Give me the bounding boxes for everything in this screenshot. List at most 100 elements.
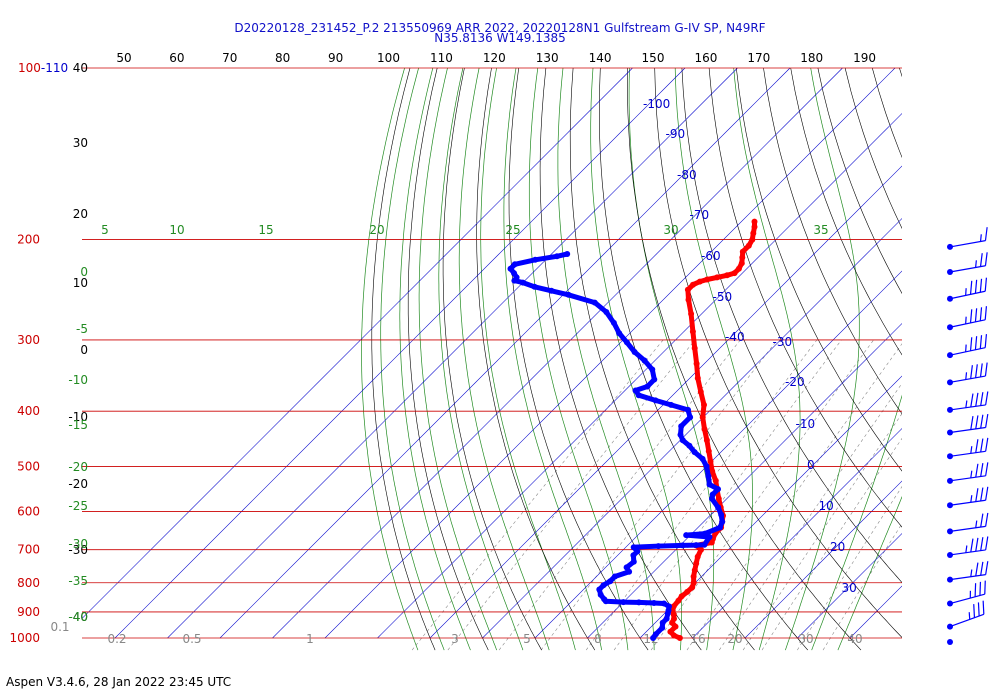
dry-adiabat [627, 67, 862, 651]
top-scale-label: 50 [116, 51, 131, 65]
temperature-point [724, 272, 731, 279]
temperature-point [675, 597, 682, 604]
left-black-label: 0 [80, 343, 88, 357]
dry-adiabat [654, 67, 902, 638]
temperature-point [714, 274, 721, 281]
dewpoint-point [651, 600, 657, 606]
top-scale-label: 60 [169, 51, 184, 65]
footer-version: Aspen V3.4.6, 28 Jan 2022 23:45 UTC [6, 675, 232, 689]
dewpoint-point [630, 558, 637, 565]
moist-adiabat [503, 67, 603, 651]
temperature-point [688, 310, 695, 317]
dewpoint-point [631, 349, 638, 355]
moist-adiabat [438, 67, 524, 651]
temperature-point [684, 286, 691, 293]
temperature-point [715, 495, 722, 502]
isotherm-label: -70 [690, 208, 710, 222]
temperature-point [699, 414, 706, 421]
dewpoint-point [632, 387, 639, 394]
wind-barb [947, 306, 988, 331]
top-scale-label: 120 [483, 51, 506, 65]
mixing-ratio-label: 8 [594, 632, 602, 646]
left-black-label: 40 [73, 61, 88, 75]
dry-adiabat [817, 67, 902, 294]
wind-barb [947, 252, 988, 276]
dewpoint-point [565, 291, 572, 298]
dewpoint-point [661, 600, 667, 607]
moist-adiabat-label: 10 [169, 223, 184, 237]
moist-adiabat [480, 67, 576, 651]
axis-labels: 100-1102003004005006007008009001000-100-… [9, 51, 876, 646]
wind-barb [947, 437, 989, 460]
left-green-label: -25 [68, 499, 88, 513]
dewpoint-point [715, 504, 722, 511]
temperature-point [678, 593, 685, 600]
dry-adiabat [736, 67, 902, 472]
dewpoint-point [634, 548, 641, 555]
dry-adiabat [872, 67, 902, 159]
dry-adiabat [681, 67, 902, 584]
mixing-ratio-label: 20 [727, 632, 742, 646]
pressure-label: 400 [17, 404, 40, 418]
temperature-point [697, 388, 704, 395]
wind-barb [947, 227, 988, 250]
isotherm-line [272, 67, 843, 639]
moist-adiabat [590, 67, 682, 651]
dewpoint-point [630, 544, 637, 551]
moist-adiabat-label: 25 [505, 223, 520, 237]
dewpoint-point [706, 481, 713, 488]
isotherm-label: -20 [785, 375, 805, 389]
dry-adiabat [954, 68, 1000, 650]
dewpoint-point [564, 251, 571, 257]
dewpoint-point [702, 530, 708, 537]
dewpoint-point [596, 586, 603, 593]
wind-barb [947, 391, 989, 413]
pressure-label: 900 [17, 605, 40, 619]
temperature-point [671, 632, 677, 639]
dewpoint-point [531, 283, 538, 290]
temperature-point [694, 553, 701, 560]
dewpoint-point [601, 596, 608, 603]
dewpoint-point [644, 383, 651, 390]
mixing-ratio-label: 0.5 [182, 632, 201, 646]
moist-adiabat [399, 67, 471, 651]
left-green-label: -20 [68, 460, 88, 474]
mixing-ratio-line [447, 339, 696, 651]
temperature-point [672, 623, 679, 630]
isotherm-line [797, 533, 902, 639]
top-scale-label: 70 [222, 51, 237, 65]
wind-barb [947, 486, 989, 509]
dewpoint-point [687, 414, 694, 421]
moist-adiabat [628, 67, 715, 651]
temperature-point [704, 276, 711, 283]
dewpoint-point [611, 573, 618, 580]
isotherm-line [429, 165, 902, 639]
dry-adiabat [371, 67, 436, 651]
isotherm-label: -80 [677, 168, 697, 182]
top-scale-label: 140 [589, 51, 612, 65]
moist-adiabat [557, 67, 655, 651]
moist-adiabat [458, 67, 550, 651]
mixing-ratio-line [742, 413, 902, 651]
dewpoint-point [616, 330, 623, 337]
mixing-ratio-line [411, 339, 664, 651]
left-black-label: -20 [68, 477, 88, 491]
temperature-point [739, 248, 746, 255]
isotherm-label: -50 [713, 290, 733, 304]
left-black-label: 20 [73, 207, 88, 221]
temperature-point [690, 579, 697, 586]
top-scale-label: 110 [430, 51, 453, 65]
temperature-point [751, 218, 758, 225]
temperature-point [749, 236, 756, 243]
top-scale-label: 170 [747, 51, 770, 65]
top-scale-label: 100 [377, 51, 400, 65]
temperature-point [690, 573, 697, 580]
dewpoint-point [652, 631, 659, 638]
temperature-point [705, 448, 712, 455]
pressure-label: 600 [17, 505, 40, 519]
mixing-ratio-line [650, 339, 874, 651]
temperature-point [709, 468, 716, 475]
dry-adiabat [899, 67, 902, 78]
left-black-label: 30 [73, 136, 88, 150]
